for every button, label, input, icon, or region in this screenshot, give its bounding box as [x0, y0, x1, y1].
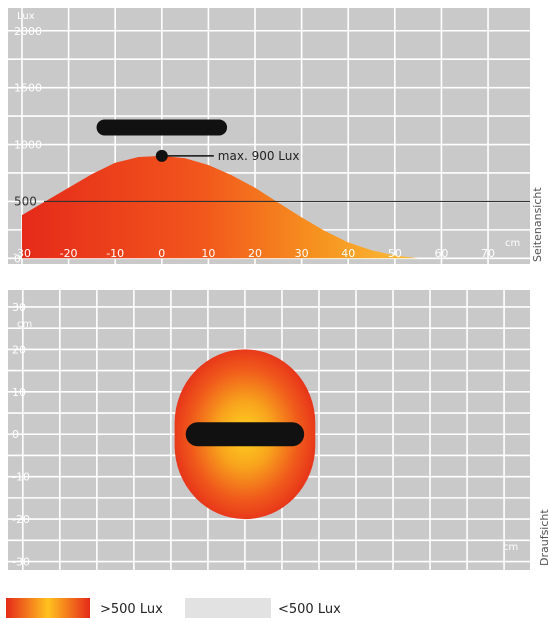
top-y-tick-label: -10: [12, 471, 30, 484]
side-view-x-unit: cm: [505, 238, 520, 249]
side-x-tick-label: 50: [388, 247, 402, 260]
top-x-tick-label: -10: [199, 572, 217, 585]
top-x-tick-label: -30: [125, 572, 143, 585]
top-y-tick-label: 30: [12, 301, 26, 314]
side-x-tick-label: 30: [295, 247, 309, 260]
side-x-tick-label: 40: [341, 247, 355, 260]
legend-label-below-500: <500 Lux: [278, 602, 341, 617]
side-x-tick-label: 70: [481, 247, 495, 260]
side-view-lamp: [96, 119, 228, 136]
top-x-tick-label: 70: [497, 572, 511, 585]
side-view-y-ticks: 0 1000 1500 2000: [14, 25, 42, 266]
side-y-tick-label: 1500: [14, 82, 42, 95]
max-annotation-label: max. 900 Lux: [218, 149, 300, 163]
top-view-x-ticks: -60 -50 -40 -30 -20 -10 0 10 20 30 40 50 60 70: [14, 572, 511, 585]
legend-swatch-below-500: [185, 598, 271, 618]
top-x-tick-label: -40: [88, 572, 106, 585]
top-x-tick-label: -20: [162, 572, 180, 585]
threshold-500-label: 500: [14, 194, 37, 208]
side-x-tick-label: -30: [13, 247, 31, 260]
side-y-tick-label: 0: [14, 252, 21, 265]
top-view-x-unit: cm: [503, 542, 518, 553]
illuminance-curve-area: [21, 155, 419, 259]
top-y-tick-label: 20: [12, 343, 26, 356]
top-view-title: Draufsicht: [538, 509, 548, 566]
side-x-tick-label: 20: [248, 247, 262, 260]
top-x-tick-label: 0: [241, 572, 248, 585]
side-view-grid: [8, 8, 530, 264]
side-x-tick-label: 10: [201, 247, 215, 260]
legend-swatch-above-500: [6, 598, 90, 618]
top-x-tick-label: 30: [349, 572, 363, 585]
side-y-tick-label: 2000: [14, 25, 42, 38]
top-x-tick-label: 20: [312, 572, 326, 585]
top-x-tick-label: -60: [14, 572, 32, 585]
top-x-tick-label: 40: [386, 572, 400, 585]
top-x-tick-label: 10: [275, 572, 289, 585]
legend: >500 Lux <500 Lux: [6, 598, 341, 618]
side-x-tick-label: -20: [60, 247, 78, 260]
max-point-marker: [155, 149, 168, 162]
top-x-tick-label: 60: [460, 572, 474, 585]
top-view-y-ticks: -30 -20 -10 0 10 20 30: [12, 301, 30, 569]
side-y-tick-label: 1000: [14, 139, 42, 152]
top-view-panel: -30 -20 -10 0 10 20 30 -60 -50 -40 -30 -20 -10 0 10 20…: [8, 290, 548, 585]
side-x-tick-label: 60: [434, 247, 448, 260]
side-x-tick-label: 0: [158, 247, 165, 260]
top-x-tick-label: -50: [51, 572, 69, 585]
side-view-y-unit: Lux: [17, 11, 35, 22]
legend-label-above-500: >500 Lux: [100, 602, 163, 617]
side-view-title: Seitenansicht: [531, 187, 544, 262]
side-view-x-ticks: -30 -20 -10 0 10 20 30 40 50 60 70: [13, 247, 495, 260]
top-y-tick-label: -30: [12, 556, 30, 569]
side-x-tick-label: -10: [106, 247, 124, 260]
top-y-tick-label: 10: [12, 386, 26, 399]
top-y-tick-label: 0: [12, 428, 19, 441]
top-view-lamp: [185, 422, 305, 447]
top-x-tick-label: 50: [423, 572, 437, 585]
top-view-y-unit: cm: [17, 319, 32, 330]
top-y-tick-label: -20: [12, 513, 30, 526]
